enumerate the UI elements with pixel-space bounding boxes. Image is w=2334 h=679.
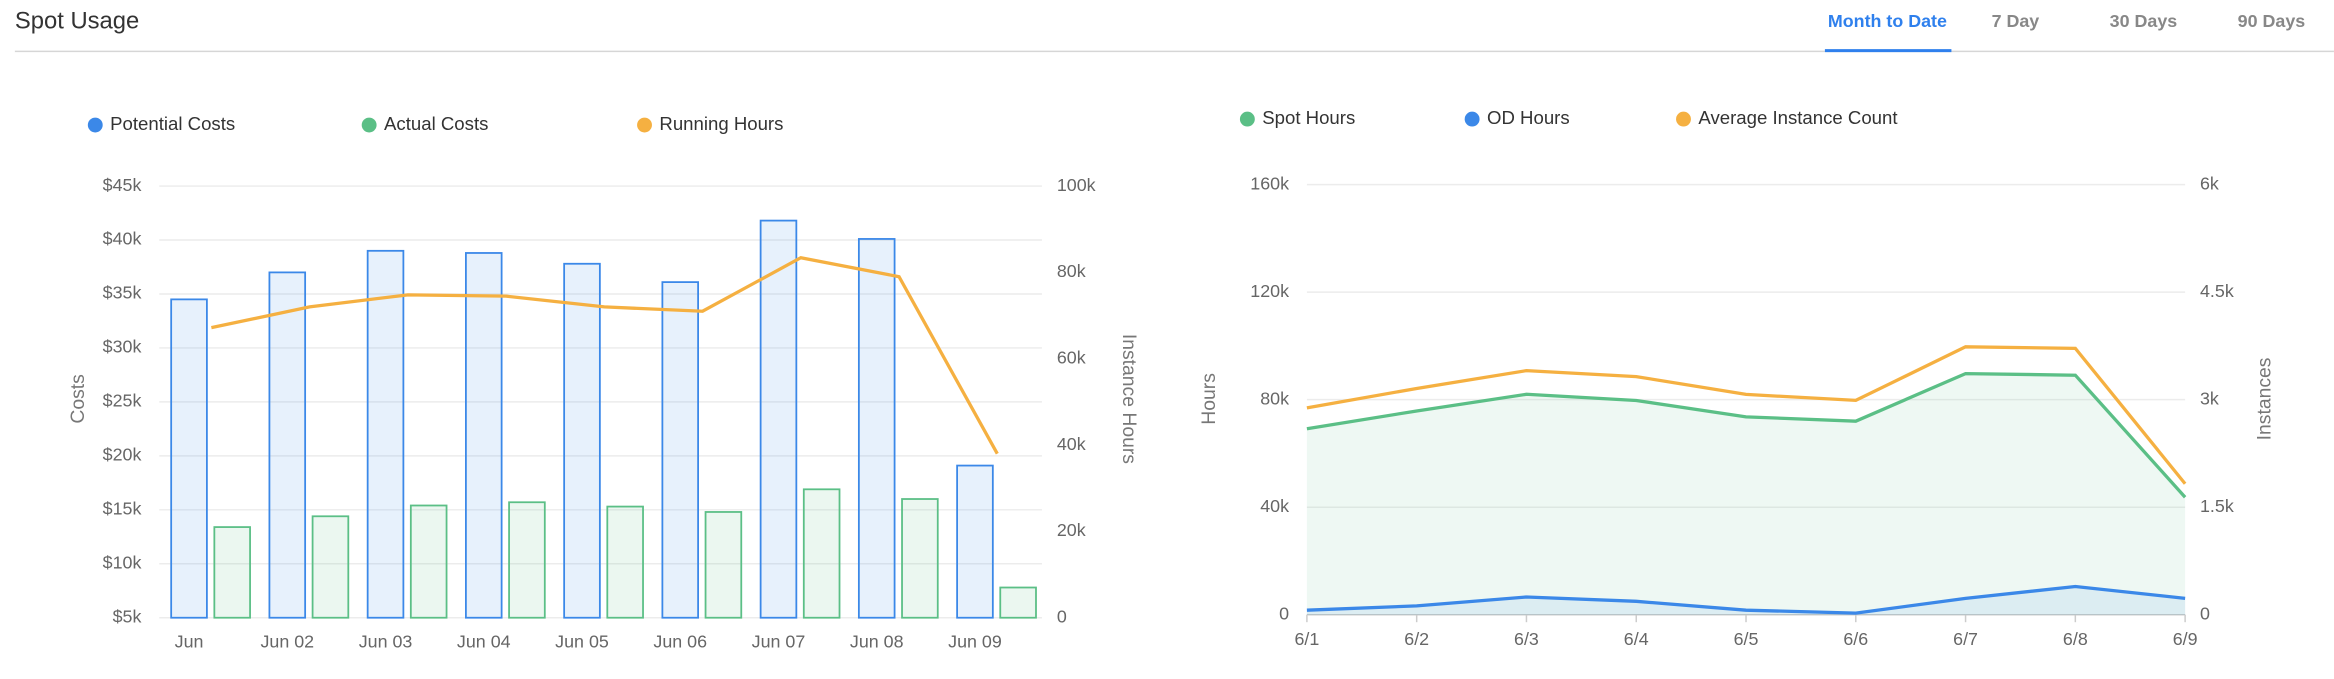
legend-label: Actual Costs <box>384 113 488 134</box>
y-tick-label: $25k <box>103 391 142 411</box>
legend-label: Average Instance Count <box>1698 107 1898 128</box>
y-tick-label: $30k <box>103 337 142 357</box>
line <box>1306 371 2187 499</box>
bar <box>901 498 939 619</box>
x-tick-label: Jun 06 <box>653 632 707 652</box>
y-tick-label: 0 <box>1279 603 1289 623</box>
legend-marker <box>1676 111 1691 127</box>
x-tick-label: 6/1 <box>1294 629 1319 649</box>
x-tick-label: Jun 02 <box>260 632 314 652</box>
x-tick-label: Jun 07 <box>752 632 806 652</box>
tab[interactable]: 30 Days <box>2110 11 2178 31</box>
x-tick-label: Jun 09 <box>948 632 1002 652</box>
bar <box>956 464 994 619</box>
bar <box>661 281 699 619</box>
tab[interactable]: 90 Days <box>2238 11 2306 31</box>
bar <box>213 526 251 619</box>
axis-title: Instances <box>2254 358 2276 441</box>
bar <box>606 505 644 619</box>
legend-label: Running Hours <box>659 113 783 134</box>
bar <box>704 511 743 619</box>
y2-tick-label: 1.5k <box>2200 496 2234 516</box>
bar <box>508 501 546 619</box>
tab[interactable]: Month to Date <box>1828 11 1947 31</box>
x-tick-label: 6/9 <box>2173 629 2198 649</box>
x-tick-label: Jun 08 <box>850 632 904 652</box>
bar <box>311 515 350 619</box>
y2-tick-label: 40k <box>1057 434 1086 454</box>
y2-tick-label: 6k <box>2200 173 2219 193</box>
y-tick-label: $15k <box>103 499 142 519</box>
y-tick-label: 160k <box>1250 173 1289 193</box>
x-tick-label: Jun 03 <box>359 632 413 652</box>
y-tick-label: 120k <box>1250 281 1289 301</box>
bar <box>409 504 448 619</box>
x-tick-label: 6/6 <box>1843 629 1868 649</box>
y2-tick-label: 100k <box>1057 175 1096 195</box>
line <box>1306 584 2186 615</box>
area <box>1306 373 2186 615</box>
bar <box>759 219 798 619</box>
x-tick-label: 6/2 <box>1404 629 1429 649</box>
y-tick-label: $20k <box>103 445 142 465</box>
y2-tick-label: 4.5k <box>2200 281 2234 301</box>
y2-tick-label: 60k <box>1057 347 1086 367</box>
bar <box>802 488 841 619</box>
x-tick-label: 6/8 <box>2063 629 2088 649</box>
legend-marker <box>361 117 377 133</box>
y-tick-label: $10k <box>103 552 142 572</box>
x-tick-label: 6/3 <box>1514 629 1539 649</box>
axis-title: Instance Hours <box>1118 334 1140 464</box>
x-tick-label: Jun 05 <box>555 632 609 652</box>
y-tick-label: $5k <box>113 606 142 626</box>
page-title: Spot Usage <box>15 8 139 35</box>
y-tick-label: 80k <box>1260 388 1289 408</box>
bar <box>170 298 208 619</box>
tab[interactable]: 7 Day <box>1992 11 2040 31</box>
legend-marker <box>1464 111 1480 127</box>
legend-label: OD Hours <box>1487 107 1570 128</box>
bar <box>268 271 307 619</box>
y2-tick-label: 0 <box>2200 603 2210 623</box>
y2-tick-label: 20k <box>1057 520 1086 540</box>
bar <box>999 586 1037 619</box>
x-tick-label: Jun 04 <box>457 632 511 652</box>
x-tick-label: 6/5 <box>1734 629 1759 649</box>
y-tick-label: 40k <box>1260 496 1289 516</box>
x-tick-label: Jun <box>175 632 204 652</box>
line <box>211 255 999 455</box>
legend-label: Spot Hours <box>1262 107 1355 128</box>
y-tick-label: $35k <box>103 283 142 303</box>
bar <box>857 238 896 619</box>
bar <box>563 262 601 619</box>
y-tick-label: $45k <box>103 175 142 195</box>
y2-tick-label: 3k <box>2200 388 2219 408</box>
y2-tick-label: 80k <box>1057 261 1086 281</box>
bar <box>465 252 503 619</box>
line <box>1306 345 2187 485</box>
legend-marker <box>1239 111 1255 127</box>
axis-title: Costs <box>67 374 89 423</box>
x-tick-label: 6/7 <box>1953 629 1978 649</box>
area <box>1306 586 2186 615</box>
legend-marker <box>87 117 103 133</box>
y-tick-label: $40k <box>103 229 142 249</box>
legend-marker <box>637 117 652 133</box>
legend-label: Potential Costs <box>110 113 235 134</box>
bar <box>366 249 405 619</box>
y2-tick-label: 0 <box>1057 606 1067 626</box>
axis-title: Hours <box>1198 373 1220 425</box>
x-tick-label: 6/4 <box>1624 629 1649 649</box>
